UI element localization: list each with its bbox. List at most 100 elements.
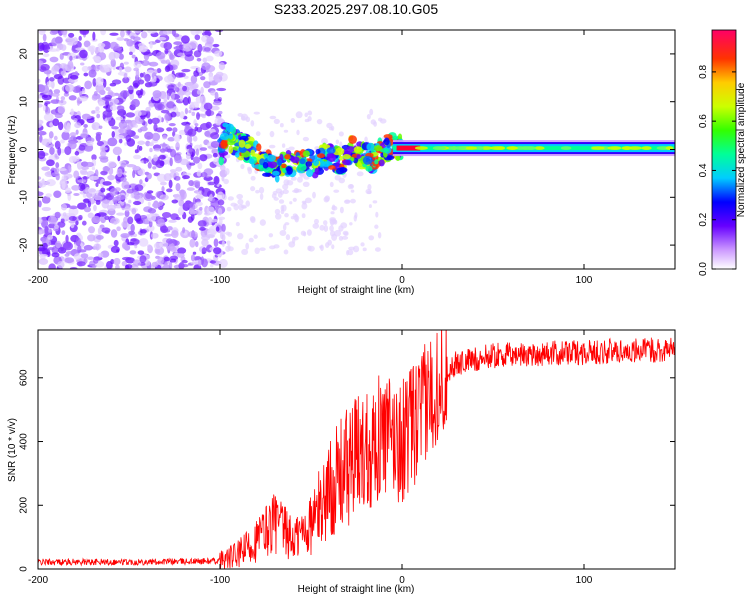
spectrogram-cell xyxy=(188,40,198,49)
spectrogram-cell xyxy=(98,125,103,130)
spectrogram-cell xyxy=(161,186,165,192)
spectrogram-cell xyxy=(328,165,336,170)
spectrogram-cell xyxy=(293,236,299,241)
carrier-highlight xyxy=(434,146,446,150)
spectrogram-cell xyxy=(245,242,250,250)
spectrogram-cell xyxy=(174,175,181,181)
spectrogram-cell xyxy=(76,232,82,237)
spectrogram-cell xyxy=(353,146,363,153)
spectrogram-cell xyxy=(186,92,190,97)
spectrogram-cell xyxy=(50,99,61,104)
spectrogram-cell xyxy=(315,148,321,155)
spectrogram-cell xyxy=(250,175,256,181)
spectrogram-cell xyxy=(109,82,117,87)
spectrogram-cell xyxy=(93,257,99,264)
spectrogram-cell xyxy=(342,154,351,160)
spectrogram-cell xyxy=(113,257,121,266)
spectrogram-cell xyxy=(60,246,64,252)
spectrogram-cell xyxy=(274,208,281,215)
spectrogram-cell xyxy=(169,246,177,252)
spectrogram-cell xyxy=(43,69,52,75)
spectrogram-cell xyxy=(38,258,49,265)
spectrogram-ytick-label: -10 xyxy=(19,190,30,205)
spectrogram-cell xyxy=(132,266,140,269)
spectrogram-cell xyxy=(212,100,222,106)
spectrogram-cell xyxy=(312,191,316,199)
spectrogram-cell xyxy=(123,72,128,79)
spectrogram-cell xyxy=(154,103,163,111)
spectrogram-cell xyxy=(164,65,171,73)
spectrogram-cell xyxy=(48,48,59,52)
spectrogram-cell xyxy=(159,194,169,201)
spectrogram-cell xyxy=(84,80,92,90)
spectrogram-cell xyxy=(40,63,50,71)
spectrogram-cell xyxy=(173,134,181,143)
spectrogram-cell xyxy=(62,241,73,251)
spectrogram-cell xyxy=(173,33,180,38)
snr-xtick-label: -100 xyxy=(210,575,230,586)
spectrogram-cell xyxy=(133,201,142,206)
spectrogram-cell xyxy=(127,30,131,35)
spectrogram-cell xyxy=(196,89,201,95)
carrier-highlight xyxy=(665,146,674,150)
spectrogram-cell xyxy=(200,86,204,94)
spectrogram-cell xyxy=(273,118,280,125)
spectrogram-cell xyxy=(259,193,264,200)
spectrogram-cell xyxy=(94,195,103,201)
spectrogram-cell xyxy=(121,256,132,261)
spectrogram-cell xyxy=(290,156,300,164)
spectrogram-cell xyxy=(241,205,247,209)
spectrogram-cell xyxy=(134,213,142,222)
spectrogram-cell xyxy=(168,261,173,269)
spectrogram-cell xyxy=(342,159,351,166)
spectrogram-cell xyxy=(121,261,127,267)
spectrogram-cell xyxy=(73,170,80,179)
spectrogram-cell xyxy=(150,78,155,83)
spectrogram-cell xyxy=(64,173,73,179)
spectrogram-cell xyxy=(245,200,250,207)
spectrogram-cell xyxy=(62,63,68,72)
spectrogram-cell xyxy=(320,144,331,149)
carrier-highlight xyxy=(641,146,652,150)
spectrogram-cell xyxy=(189,209,197,215)
spectrogram-cell xyxy=(55,240,62,249)
spectrogram-cell xyxy=(111,131,116,138)
spectrogram-cell xyxy=(199,95,206,105)
spectrogram-cell xyxy=(245,116,251,123)
spectrogram-cell xyxy=(66,122,71,132)
spectrogram-cell xyxy=(256,143,262,152)
spectrogram-cell xyxy=(200,123,210,131)
spectrogram-cell xyxy=(80,62,85,66)
spectrogram-cell xyxy=(61,30,68,36)
spectrogram-cell xyxy=(116,37,125,41)
spectrogram-cell xyxy=(338,235,344,241)
spectrogram-cell xyxy=(210,140,221,149)
spectrogram-cell xyxy=(366,113,371,120)
spectrogram-cell xyxy=(182,227,186,234)
carrier-highlight xyxy=(591,146,605,150)
spectrogram-cell xyxy=(284,212,289,218)
spectrogram-cell xyxy=(91,110,96,115)
spectrogram-cell xyxy=(262,161,269,169)
spectrogram-cell xyxy=(370,119,376,125)
spectrogram-cell xyxy=(356,171,364,177)
spectrogram-cell xyxy=(69,74,79,80)
spectrogram-cell xyxy=(159,181,167,186)
spectrogram-cell xyxy=(366,142,375,152)
spectrogram-cell xyxy=(148,220,153,228)
spectrogram-cell xyxy=(108,51,116,61)
spectrogram-cell xyxy=(209,90,217,96)
spectrogram-cell xyxy=(126,188,134,194)
spectrogram-cell xyxy=(47,234,53,240)
spectrogram-cell xyxy=(68,166,72,173)
spectrogram-cell xyxy=(326,122,333,129)
spectrogram-cell xyxy=(95,77,104,86)
spectrogram-cell xyxy=(374,159,379,165)
spectrogram-cell xyxy=(338,131,344,137)
spectrogram-cell xyxy=(117,108,127,117)
spectrogram-cell xyxy=(397,133,403,141)
spectrogram-cell xyxy=(188,110,192,114)
spectrogram-cell xyxy=(110,245,120,254)
spectrogram-cell xyxy=(118,49,123,55)
spectrogram-cell xyxy=(86,256,95,261)
